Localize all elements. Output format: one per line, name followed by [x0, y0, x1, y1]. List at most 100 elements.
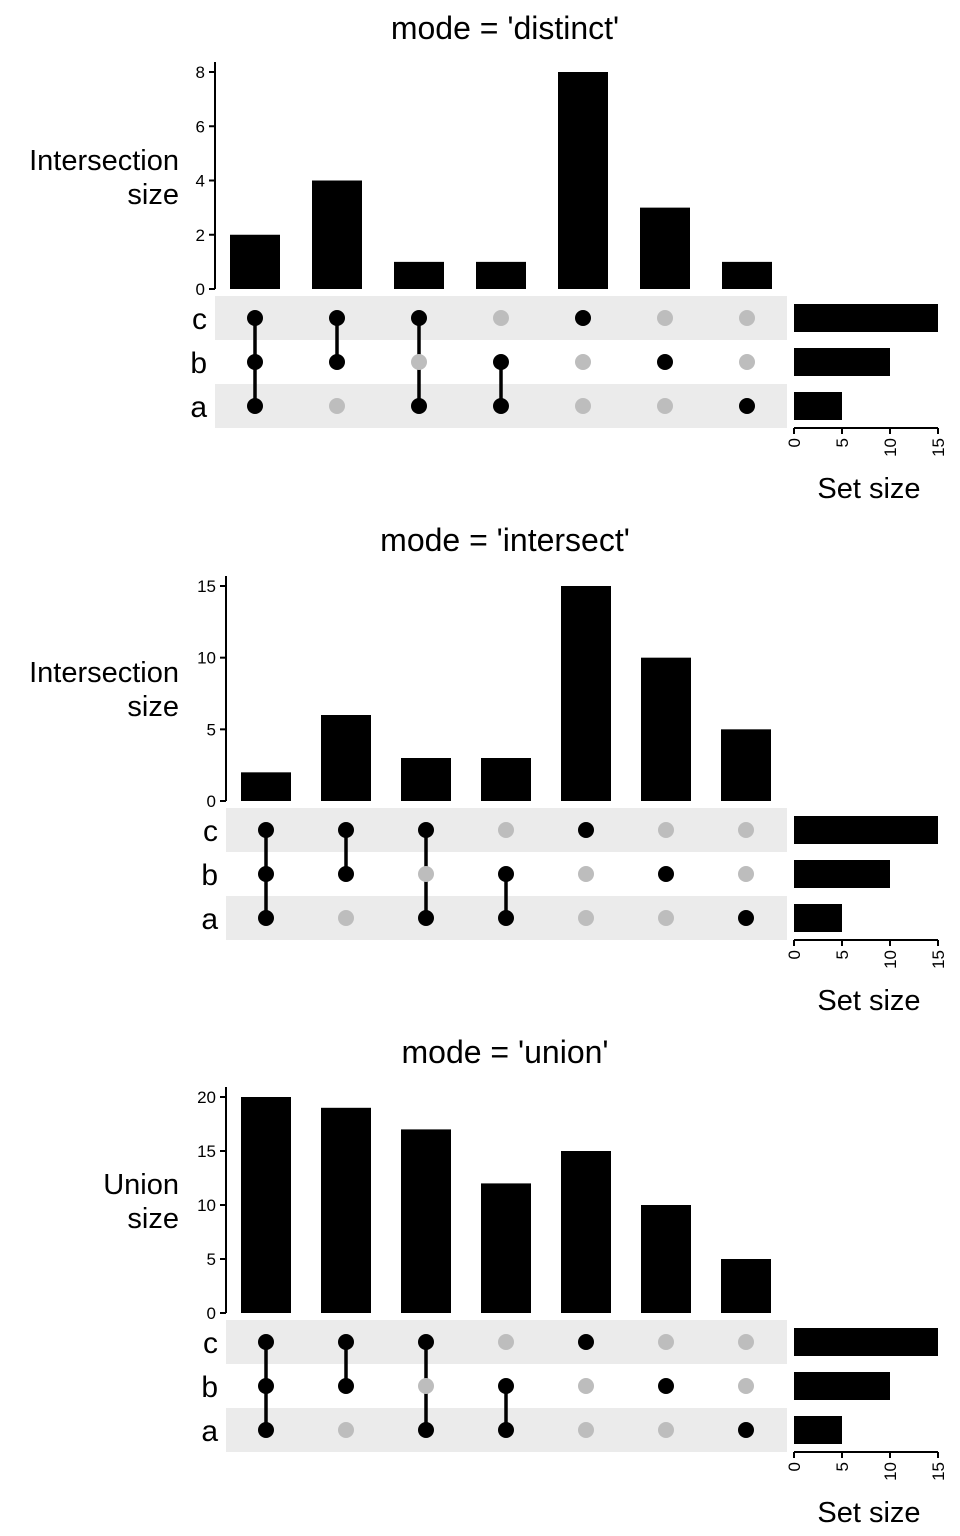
set-label-c: c — [203, 1327, 218, 1360]
set-size-tick-label: 10 — [881, 438, 900, 457]
intersection-bar — [394, 261, 444, 289]
matrix-dot-inactive — [329, 398, 345, 414]
set-size-bar — [794, 816, 938, 844]
matrix-dot-active — [329, 354, 345, 370]
set-label-c: c — [192, 303, 207, 336]
set-size-tick-label: 5 — [833, 438, 852, 447]
y-tick-label: 5 — [207, 1250, 216, 1269]
intersection-bar — [230, 234, 280, 289]
intersection-bar — [241, 1097, 291, 1313]
matrix-dot-active — [258, 866, 274, 882]
intersection-bar — [401, 758, 451, 801]
set-label-a: a — [201, 1415, 218, 1448]
set-size-tick-label: 0 — [785, 1462, 804, 1471]
y-tick-label: 10 — [197, 649, 216, 668]
y-tick-label: 15 — [197, 1142, 216, 1161]
y-tick-label: 15 — [197, 577, 216, 596]
matrix-dot-inactive — [498, 1334, 514, 1350]
matrix-dot-active — [658, 866, 674, 882]
matrix-dot-inactive — [575, 398, 591, 414]
matrix-dot-active — [258, 1378, 274, 1394]
y-axis-label: Intersection — [29, 657, 179, 689]
intersection-bar — [722, 261, 772, 289]
matrix-dot-active — [258, 822, 274, 838]
matrix-dot-active — [658, 1378, 674, 1394]
set-size-bar — [794, 1416, 842, 1444]
intersection-bar — [641, 1205, 691, 1313]
intersection-bar — [312, 180, 362, 289]
set-label-a: a — [201, 903, 218, 936]
y-axis-label: size — [127, 691, 179, 723]
matrix-dot-inactive — [657, 398, 673, 414]
set-size-tick-label: 5 — [833, 950, 852, 959]
intersection-bar — [558, 72, 608, 289]
matrix-dot-active — [329, 310, 345, 326]
matrix-dot-active — [657, 354, 673, 370]
matrix-dot-inactive — [738, 1334, 754, 1350]
matrix-dot-active — [418, 822, 434, 838]
matrix-dot-inactive — [739, 354, 755, 370]
matrix-dot-inactive — [658, 1422, 674, 1438]
matrix-dot-active — [418, 910, 434, 926]
matrix-dot-inactive — [338, 910, 354, 926]
matrix-dot-active — [338, 1334, 354, 1350]
set-size-axis-label: Set size — [817, 1497, 920, 1529]
set-size-tick-label: 0 — [785, 950, 804, 959]
matrix-dot-active — [418, 1422, 434, 1438]
set-size-tick-label: 15 — [929, 1462, 948, 1481]
set-size-axis-label: Set size — [817, 473, 920, 505]
intersection-bar — [481, 758, 531, 801]
matrix-dot-active — [258, 910, 274, 926]
matrix-dot-inactive — [338, 1422, 354, 1438]
matrix-dot-active — [498, 1378, 514, 1394]
set-size-bar — [794, 904, 842, 932]
intersection-bar — [721, 729, 771, 801]
set-label-b: b — [201, 859, 218, 892]
matrix-dot-inactive — [411, 354, 427, 370]
matrix-dot-inactive — [578, 1378, 594, 1394]
matrix-dot-active — [738, 910, 754, 926]
y-tick-label: 4 — [196, 172, 205, 191]
set-size-bar — [794, 860, 890, 888]
matrix-dot-inactive — [658, 1334, 674, 1350]
matrix-dot-inactive — [738, 822, 754, 838]
matrix-dot-inactive — [738, 1378, 754, 1394]
set-size-tick-label: 5 — [833, 1462, 852, 1471]
set-label-c: c — [203, 815, 218, 848]
y-tick-label: 0 — [207, 1304, 216, 1323]
set-size-bar — [794, 304, 938, 332]
matrix-dot-inactive — [738, 866, 754, 882]
y-tick-label: 0 — [207, 792, 216, 811]
set-size-tick-label: 15 — [929, 438, 948, 457]
y-axis-label: Intersection — [29, 145, 179, 177]
matrix-dot-inactive — [657, 310, 673, 326]
matrix-dot-active — [338, 866, 354, 882]
intersection-bar — [561, 586, 611, 801]
matrix-dot-active — [493, 354, 509, 370]
set-size-axis-label: Set size — [817, 985, 920, 1017]
matrix-dot-active — [575, 310, 591, 326]
y-axis-label: Union — [103, 1169, 179, 1201]
matrix-dot-active — [578, 1334, 594, 1350]
chart-title: mode = 'intersect' — [380, 522, 630, 558]
matrix-dot-active — [258, 1422, 274, 1438]
y-tick-label: 8 — [196, 63, 205, 82]
intersection-bar — [321, 1107, 371, 1313]
y-axis-label: size — [127, 179, 179, 211]
matrix-dot-active — [338, 1378, 354, 1394]
matrix-dot-active — [418, 1334, 434, 1350]
matrix-dot-active — [498, 866, 514, 882]
set-size-tick-label: 10 — [881, 950, 900, 969]
matrix-dot-inactive — [418, 866, 434, 882]
matrix-dot-active — [739, 398, 755, 414]
matrix-dot-active — [258, 1334, 274, 1350]
set-size-bar — [794, 348, 890, 376]
matrix-dot-active — [411, 310, 427, 326]
matrix-dot-inactive — [658, 822, 674, 838]
set-label-b: b — [201, 1371, 218, 1404]
matrix-dot-inactive — [418, 1378, 434, 1394]
